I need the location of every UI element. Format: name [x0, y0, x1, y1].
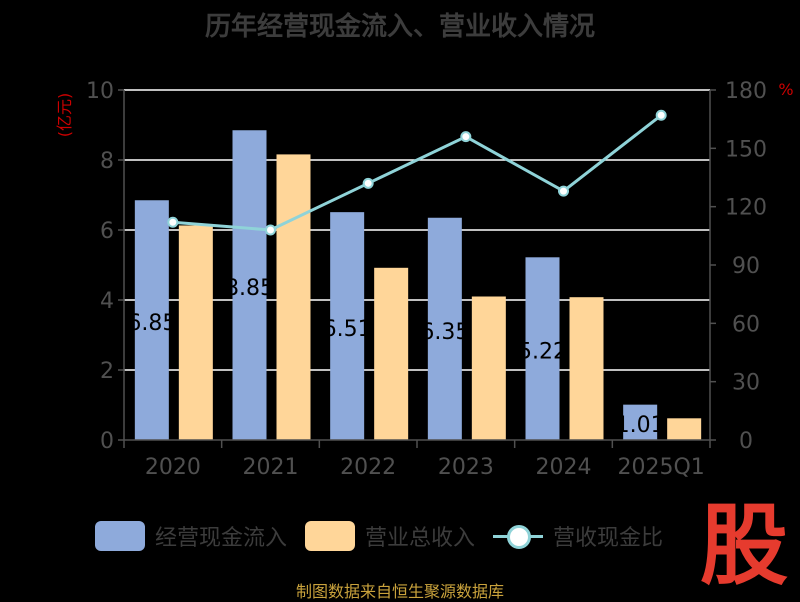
ratio-point — [655, 109, 667, 121]
right-tick-label: 0 — [739, 429, 753, 454]
legend: 经营现金流入 营业总收入 营收现金比 — [95, 514, 681, 558]
right-tick-label: 180 — [725, 79, 767, 104]
bar-revenue — [471, 296, 506, 440]
legend-item-cash[interactable]: 经营现金流入 — [95, 520, 287, 552]
legend-label-cash: 经营现金流入 — [155, 526, 288, 551]
legend-swatch-revenue — [305, 521, 356, 551]
bar-revenue — [374, 267, 409, 440]
source-note: 制图数据来自恒生聚源数据库 — [295, 582, 504, 601]
bar-value-label: 6.85 — [127, 311, 176, 336]
bar-value-label: 8.85 — [225, 276, 274, 301]
bar-value-label: 1.01 — [616, 413, 665, 438]
bar-cash — [330, 212, 365, 440]
left-tick-label: 4 — [100, 289, 114, 314]
bar-cash — [134, 200, 169, 440]
legend-item-revenue[interactable]: 营业总收入 — [305, 520, 475, 552]
legend-swatch-ratio — [493, 521, 544, 551]
legend-label-revenue: 营业总收入 — [365, 526, 476, 551]
left-tick-label: 6 — [100, 219, 114, 244]
x-tick-label: 2023 — [438, 455, 494, 480]
right-tick-label: 150 — [725, 137, 767, 162]
x-tick-label: 2025Q1 — [618, 455, 705, 480]
data-labels: 6.85 8.85 6.51 6.35 5.22 1.01 — [127, 276, 664, 438]
left-axis-unit: (亿元) — [55, 93, 74, 138]
bar-value-label: 6.35 — [420, 320, 469, 345]
x-tick-label: 2022 — [340, 455, 396, 480]
x-tick-label: 2024 — [536, 455, 592, 480]
legend-label-ratio: 营收现金比 — [553, 526, 664, 551]
bars — [134, 130, 702, 440]
right-tick-label: 120 — [725, 196, 767, 221]
x-tick-label: 2020 — [145, 455, 201, 480]
ratio-point — [460, 131, 472, 143]
ratio-point — [167, 216, 179, 228]
x-tick-label: 2021 — [243, 455, 299, 480]
right-axis-unit: % — [778, 80, 793, 99]
bar-cash — [525, 257, 560, 440]
legend-swatch-cash — [95, 521, 145, 551]
ratio-line-path — [172, 114, 663, 232]
bar-cash — [232, 130, 267, 440]
ratio-point — [558, 185, 569, 197]
right-tick-label: 90 — [732, 254, 760, 279]
legend-item-ratio[interactable]: 营收现金比 — [493, 520, 663, 552]
left-tick-label: 0 — [100, 429, 114, 454]
axes: 0 2 4 6 8 10 0 30 60 90 120 150 180 2020 2021 2022 2023 2… — [86, 79, 767, 480]
left-tick-label: 8 — [100, 149, 114, 174]
bar-cash — [427, 217, 462, 440]
left-tick-label: 10 — [86, 79, 114, 104]
bar-cash — [623, 404, 658, 440]
bar-revenue — [276, 154, 311, 440]
bar-revenue — [569, 297, 604, 440]
right-tick-label: 60 — [732, 312, 760, 337]
left-tick-label: 2 — [100, 359, 114, 384]
bar-revenue — [667, 418, 702, 440]
ratio-line — [167, 109, 667, 236]
brand-logo: 股 — [699, 494, 788, 597]
bar-value-label: 5.22 — [518, 340, 567, 365]
ratio-point — [265, 224, 276, 236]
chart-title: 历年经营现金流入、营业收入情况 — [204, 12, 595, 42]
right-tick-label: 30 — [732, 371, 760, 396]
bar-value-label: 6.51 — [323, 317, 372, 342]
ratio-point — [362, 177, 374, 189]
bar-revenue — [178, 225, 213, 440]
